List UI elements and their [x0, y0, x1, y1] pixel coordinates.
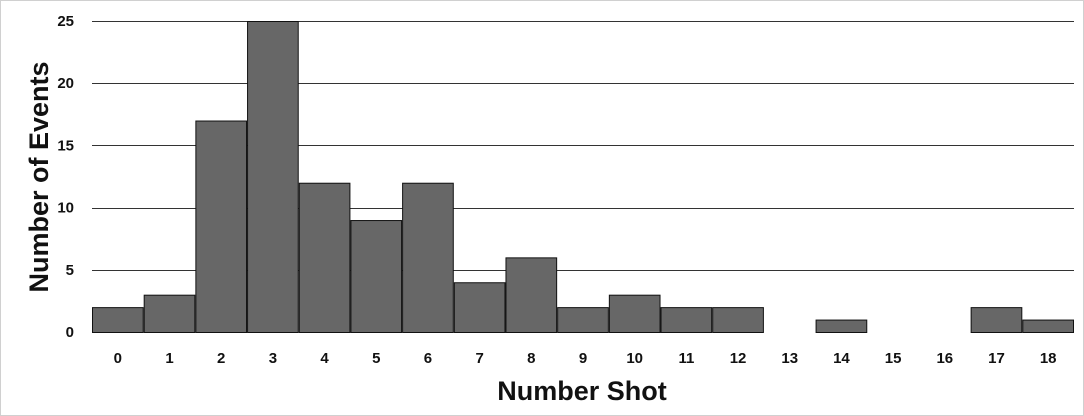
bar-14 [815, 319, 868, 333]
bar-18 [1022, 319, 1075, 333]
bar-1 [143, 294, 196, 333]
bar-5 [350, 220, 403, 333]
x-tick-label: 6 [424, 350, 432, 367]
bar-17 [970, 307, 1023, 333]
y-tick-label: 15 [57, 137, 74, 154]
y-tick-label: 10 [57, 200, 74, 217]
y-tick-label: 0 [66, 324, 74, 341]
bars [92, 21, 1075, 333]
bar-12 [712, 307, 764, 333]
bar-8 [505, 257, 558, 333]
x-tick-label: 11 [678, 350, 694, 367]
x-tick-label: 2 [217, 350, 225, 367]
bar-2 [195, 120, 248, 333]
x-tick-label: 9 [579, 350, 587, 367]
x-tick-label: 0 [114, 350, 122, 367]
x-tick-label: 12 [730, 350, 747, 367]
bar-11 [660, 307, 713, 333]
x-tick-label: 10 [626, 350, 643, 367]
x-tick-label: 1 [165, 350, 173, 367]
y-tick-label: 25 [57, 13, 74, 30]
bar-6 [402, 182, 454, 333]
x-tick-label: 5 [372, 350, 380, 367]
y-tick-label: 20 [57, 75, 74, 92]
x-tick-label: 16 [936, 350, 953, 367]
y-axis-title: Number of Events [24, 61, 54, 292]
y-tick-label: 5 [66, 262, 74, 279]
x-tick-label: 17 [988, 350, 1005, 367]
x-axis-title: Number Shot [497, 376, 667, 406]
y-tick-labels: 0 5 10 15 20 25 [57, 13, 74, 341]
x-tick-label: 18 [1040, 350, 1057, 367]
bar-9 [557, 307, 609, 333]
bar-0 [92, 307, 144, 333]
x-tick-labels: 0 1 2 3 4 5 6 7 8 9 10 11 12 13 14 15 16 17 18 [114, 350, 1057, 367]
x-tick-label: 7 [475, 350, 483, 367]
x-tick-label: 14 [833, 350, 850, 367]
bar-7 [453, 282, 506, 333]
bar-3 [247, 21, 299, 333]
bar-4 [298, 182, 351, 333]
x-tick-label: 3 [269, 350, 277, 367]
x-tick-label: 8 [527, 350, 535, 367]
bar-10 [608, 294, 661, 333]
x-tick-label: 4 [320, 350, 329, 367]
x-tick-label: 13 [781, 350, 798, 367]
x-tick-label: 15 [885, 350, 902, 367]
